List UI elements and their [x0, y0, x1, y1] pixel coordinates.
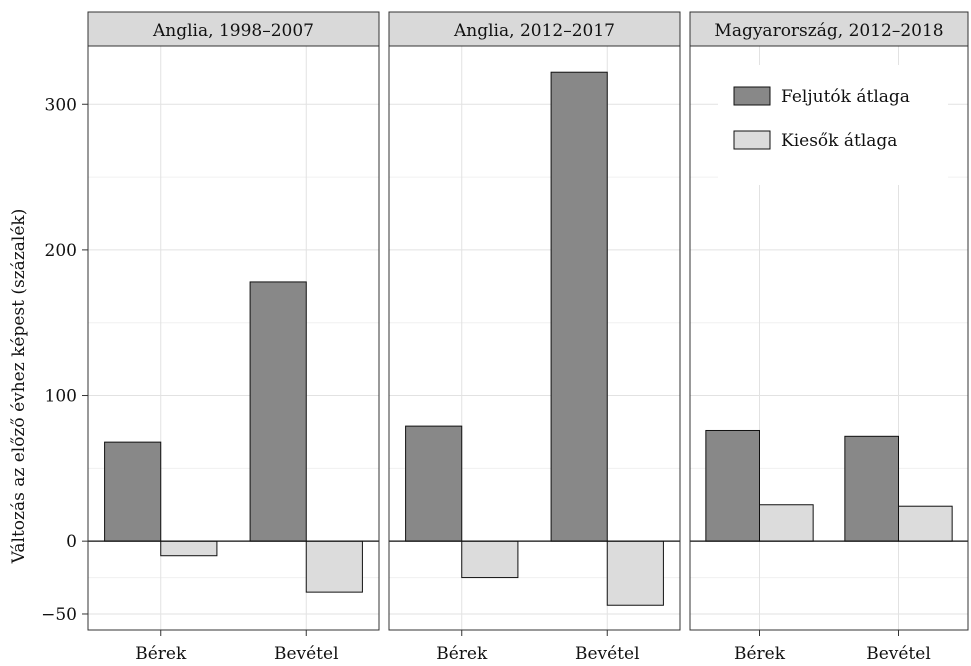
x-tick-label: Bérek — [734, 644, 786, 664]
y-tick-label: −50 — [41, 605, 77, 625]
y-tick-label: 100 — [45, 387, 77, 407]
y-tick-label: 200 — [45, 241, 77, 261]
x-tick-label: Bérek — [436, 644, 488, 664]
x-tick-label: Bevétel — [274, 644, 339, 664]
panel-2: Anglia, 2012–2017 Bérek Bevétel — [388, 11, 681, 664]
bar-feljutok-berek — [104, 441, 162, 542]
panel-border — [87, 45, 380, 631]
legend-label-feljutok: Feljutók átlaga — [781, 87, 910, 107]
bar-feljutok-berek — [405, 425, 463, 542]
legend-label-kiesok: Kiesők átlaga — [781, 131, 897, 151]
bar-feljutok-bevetel — [844, 435, 900, 542]
panel-title: Anglia, 1998–2007 — [152, 21, 314, 41]
legend-key-kiesok — [733, 130, 771, 150]
bar-kiesok-berek — [461, 540, 519, 579]
panel-border — [388, 45, 681, 631]
x-tick-label: Bérek — [135, 644, 187, 664]
bar-kiesok-berek — [759, 504, 814, 542]
y-tick-label: 300 — [45, 95, 77, 115]
panel-strip — [388, 11, 681, 47]
panels: −50 0 100 200 300 Anglia, 1998–2007 Bérek Bevét… — [41, 11, 969, 664]
bar-feljutok-bevetel — [249, 281, 307, 542]
panel-border — [689, 45, 969, 631]
y-axis-title: Változás az előző évhez képest (százalék… — [9, 209, 29, 565]
panel-strip — [689, 11, 969, 47]
panel-strip — [87, 11, 380, 47]
bar-kiesok-berek — [160, 540, 218, 557]
panel-title: Magyarország, 2012–2018 — [714, 21, 943, 41]
legend: Feljutók átlaga Kiesők átlaga — [718, 65, 948, 185]
bar-feljutok-bevetel — [550, 71, 608, 542]
legend-key-feljutok — [733, 86, 771, 106]
x-tick-label: Bevétel — [575, 644, 640, 664]
legend-background — [718, 65, 948, 185]
panel-title: Anglia, 2012–2017 — [453, 21, 615, 41]
bar-kiesok-bevetel — [305, 540, 363, 593]
bar-kiesok-bevetel — [606, 540, 664, 606]
bar-feljutok-berek — [705, 429, 761, 542]
y-tick-label: 0 — [66, 532, 77, 552]
bar-kiesok-bevetel — [898, 505, 953, 542]
panel-3: Magyarország, 2012–2018 Bérek Bevétel Felju… — [689, 11, 969, 664]
panel-1: Anglia, 1998–2007 Bérek Bevétel — [87, 11, 380, 664]
x-tick-label: Bevétel — [866, 644, 931, 664]
